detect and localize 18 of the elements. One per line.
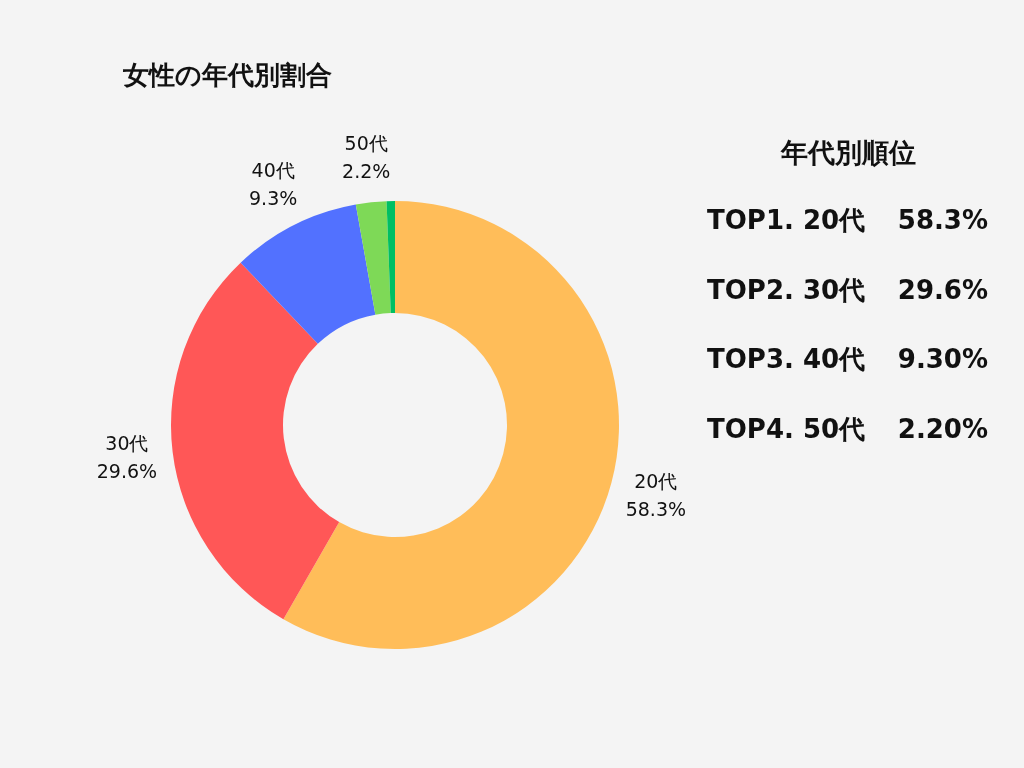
slice-label: 20代 (634, 469, 678, 492)
text: 年代別順位 (779, 137, 916, 168)
data-label: 29.6% (96, 460, 158, 483)
text: TOP3. 40代 (707, 344, 866, 374)
text: 58.3% (897, 205, 988, 235)
slice-label: 30代 (105, 432, 149, 455)
data-label: 58.3% (625, 497, 687, 520)
text: 2.20% (897, 413, 988, 444)
text: TOP2. 30代 (707, 274, 866, 305)
text: TOP1. 20代 (707, 205, 866, 235)
text: 9.30% (897, 344, 988, 374)
slice-label: 50代 (344, 131, 388, 154)
data-label: 9.3% (249, 187, 298, 210)
data-label: 2.2% (342, 159, 391, 182)
chart-title: 女性の年代別割合 (122, 60, 332, 90)
slice-label: 40代 (251, 159, 295, 182)
text: TOP4. 50代 (707, 413, 866, 444)
text: 29.6% (897, 274, 988, 305)
